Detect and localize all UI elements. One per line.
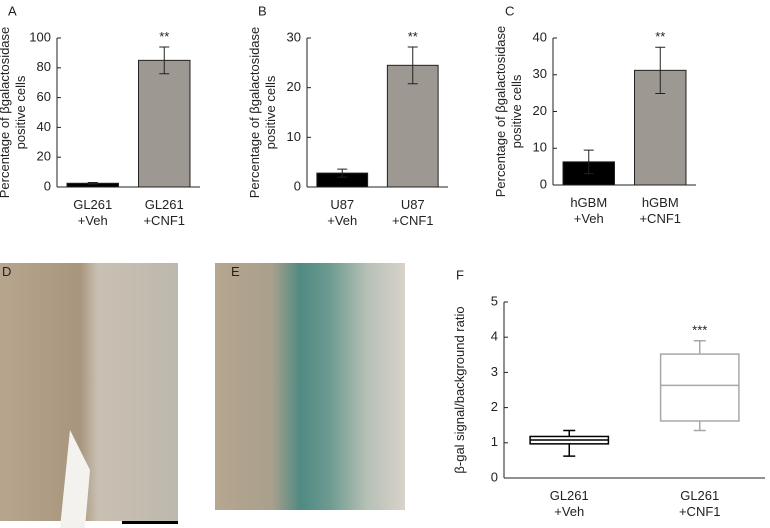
x-tick-label: GL261 +CNF1 bbox=[143, 197, 185, 228]
y-tick-label: 100 bbox=[29, 29, 51, 44]
panel-label: A bbox=[8, 3, 17, 18]
y-tick-label: 60 bbox=[37, 89, 51, 104]
y-tick-label: 5 bbox=[491, 293, 498, 308]
bar bbox=[386, 64, 439, 188]
y-tick-label: 2 bbox=[491, 399, 498, 414]
whisker bbox=[693, 339, 706, 355]
whisker bbox=[563, 429, 576, 437]
y-tick-label: 20 bbox=[37, 149, 51, 164]
error-bar bbox=[159, 46, 170, 75]
y-tick-label: 3 bbox=[491, 364, 498, 379]
micrograph bbox=[215, 263, 405, 510]
y-tick-label: 20 bbox=[287, 79, 301, 94]
error-bar bbox=[337, 168, 348, 178]
significance: *** bbox=[692, 323, 707, 338]
whisker bbox=[693, 420, 706, 432]
x-tick-label: U87 +CNF1 bbox=[392, 197, 434, 228]
x-tick-label: GL261 +Veh bbox=[73, 197, 112, 228]
panel-label: E bbox=[231, 264, 240, 279]
y-tick-label: 0 bbox=[540, 176, 547, 191]
panel-label: F bbox=[456, 267, 464, 282]
x-tick-label: U87 +Veh bbox=[327, 197, 357, 228]
error-bar bbox=[655, 46, 666, 94]
scale-bar bbox=[122, 521, 178, 524]
x-tick-label: hGBM +CNF1 bbox=[639, 195, 681, 226]
y-tick-label: 10 bbox=[533, 140, 547, 155]
y-tick-label: 30 bbox=[533, 66, 547, 81]
x-tick-label: GL261 +Veh bbox=[550, 488, 589, 519]
y-tick-label: 0 bbox=[44, 178, 51, 193]
y-tick-label: 20 bbox=[533, 103, 547, 118]
panel-label: B bbox=[258, 3, 267, 18]
box bbox=[659, 353, 740, 422]
y-axis-label: Percentage of βgalactosidasepositive cel… bbox=[493, 26, 524, 198]
y-tick-label: 80 bbox=[37, 59, 51, 74]
y-tick-label: 1 bbox=[491, 434, 498, 449]
bar bbox=[138, 59, 191, 188]
panel-label: C bbox=[505, 3, 514, 18]
y-tick-label: 10 bbox=[287, 129, 301, 144]
y-tick-label: 0 bbox=[294, 178, 301, 193]
significance: ** bbox=[408, 29, 418, 44]
whisker bbox=[563, 443, 576, 457]
y-axis-label: Percentage of βgalactosidasepositive cel… bbox=[0, 27, 28, 199]
y-axis-label: Percentage of βgalactosidasepositive cel… bbox=[247, 27, 278, 199]
x-tick-label: hGBM +Veh bbox=[570, 195, 607, 226]
micrograph bbox=[0, 263, 178, 521]
y-tick-label: 4 bbox=[491, 329, 498, 344]
error-bar bbox=[87, 182, 98, 185]
significance: ** bbox=[159, 29, 169, 44]
error-bar bbox=[583, 149, 594, 175]
y-axis-label: β-gal signal/background ratio bbox=[452, 306, 467, 473]
tissue-gap bbox=[60, 430, 90, 528]
y-tick-label: 30 bbox=[287, 29, 301, 44]
panel-label: D bbox=[2, 264, 11, 279]
x-tick-label: GL261 +CNF1 bbox=[679, 488, 721, 519]
y-tick-label: 40 bbox=[533, 29, 547, 44]
y-tick-label: 0 bbox=[491, 469, 498, 484]
significance: ** bbox=[655, 29, 665, 44]
y-tick-label: 40 bbox=[37, 119, 51, 134]
error-bar bbox=[407, 46, 418, 85]
